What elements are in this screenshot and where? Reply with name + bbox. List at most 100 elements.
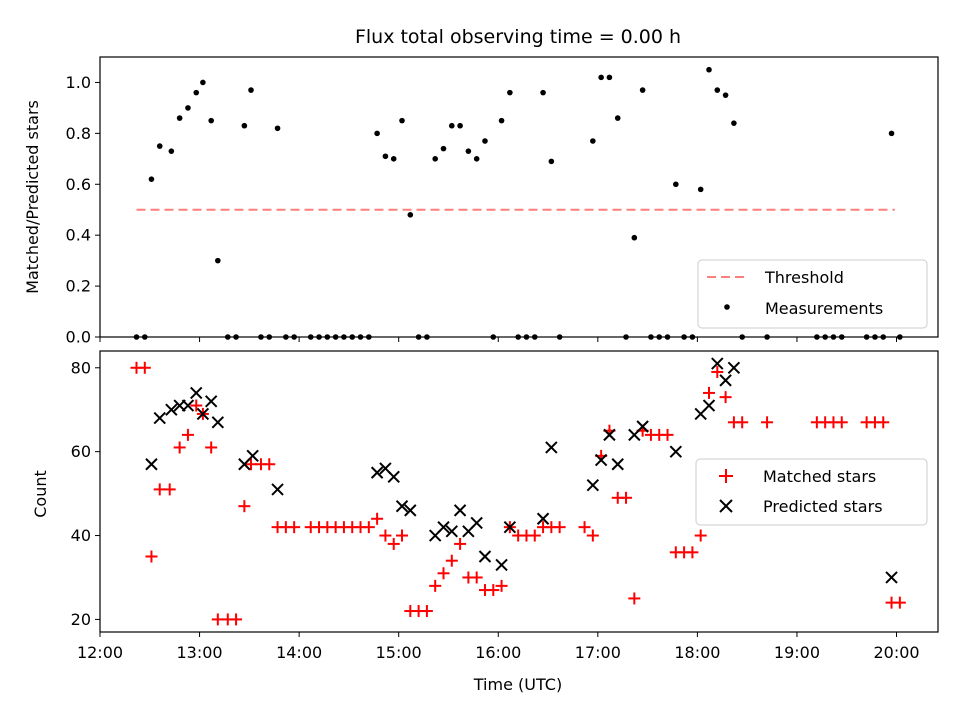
measurement-point	[473, 156, 480, 162]
predicted-star-point	[603, 428, 616, 442]
matched-star-point	[835, 416, 848, 429]
bottom-x-tick-label: 12:00	[77, 643, 123, 662]
predicted-star-point	[470, 516, 483, 530]
top-x-ticks	[99, 337, 898, 342]
matched-star-point	[578, 521, 591, 534]
bottom-y-tick-label: 80	[71, 358, 91, 377]
matched-star-point	[387, 537, 400, 550]
matched-star-point	[145, 550, 158, 563]
predicted-star-point	[545, 441, 558, 454]
measurement-point	[606, 74, 613, 81]
matched-star-point	[620, 491, 633, 504]
measurement-point	[215, 257, 221, 264]
bottom-y-tick-label: 60	[71, 442, 91, 461]
bottom-x-tick-label: 20:00	[873, 643, 919, 662]
measurement-point	[673, 181, 679, 188]
predicted-star-point	[536, 512, 550, 525]
matched-star-point	[371, 512, 384, 525]
predicted-star-point	[395, 499, 409, 513]
predicted-star-point	[445, 525, 459, 538]
bottom-legend: Matched stars Predicted stars	[695, 458, 928, 526]
predicted-star-point	[271, 483, 284, 496]
legend-matched-label: Matched stars	[763, 467, 876, 486]
measurement-point	[382, 153, 389, 160]
top-y-tick-label: 0.6	[66, 175, 91, 194]
measurement-point	[148, 176, 155, 182]
predicted-star-point	[153, 411, 166, 425]
measurement-point	[208, 117, 214, 124]
matched-star-point	[686, 546, 699, 559]
matched-star-point	[487, 584, 500, 597]
matched-star-point	[437, 567, 450, 580]
matched-star-point	[190, 399, 203, 412]
predicted-star-point	[145, 458, 158, 471]
matched-star-point	[429, 579, 442, 592]
predicted-star-point	[181, 399, 195, 412]
predicted-star-point	[702, 399, 716, 412]
bottom-x-tick-label: 18:00	[674, 643, 720, 662]
matched-star-point	[553, 521, 566, 534]
legend-matched-swatch	[719, 469, 733, 483]
measurement-point	[193, 89, 200, 96]
bottom-y-tick-label: 20	[71, 610, 91, 629]
matched-star-point	[694, 529, 707, 542]
top-y-axis-label: Matched/Predicted stars	[23, 100, 42, 294]
matched-star-point	[893, 596, 906, 609]
matched-star-point	[703, 386, 716, 399]
chart-title: Flux total observing time = 0.00 h	[355, 26, 681, 48]
bottom-x-tick-label: 15:00	[376, 643, 422, 662]
predicted-star-point	[404, 504, 417, 517]
matched-star-point	[761, 416, 774, 429]
matched-star-point	[736, 416, 749, 429]
legend-measurements-swatch	[724, 304, 730, 310]
predicted-star-point	[503, 520, 517, 534]
measurement-point	[465, 148, 472, 154]
matched-star-point	[181, 428, 194, 441]
measurement-point	[407, 212, 414, 218]
measurement-point	[540, 89, 546, 96]
top-y-tick-label: 0.8	[66, 124, 91, 143]
bottom-x-tick-label: 14:00	[276, 643, 322, 662]
measurement-point	[176, 115, 183, 121]
measurement-point	[448, 122, 455, 129]
matched-star-point	[586, 529, 599, 542]
measurement-point	[498, 117, 505, 124]
matched-star-point	[163, 483, 176, 496]
measurement-point	[432, 156, 439, 162]
measurement-point	[507, 89, 513, 96]
top-y-tick-label: 0.2	[66, 277, 91, 296]
measurement-point	[706, 66, 712, 73]
matched-star-point	[379, 529, 392, 542]
predicted-star-point	[211, 416, 225, 429]
bottom-x-tick-label: 13:00	[177, 643, 223, 662]
bottom-x-ticks: 12:00 13:00 14:00 15:00 16:00 17:00 18:00 19:00…	[77, 632, 920, 662]
matched-star-point	[420, 605, 433, 618]
matched-star-point	[230, 613, 243, 626]
matched-star-point	[396, 529, 409, 542]
predicted-star-point	[370, 466, 384, 479]
top-axes-frame	[99, 56, 939, 338]
predicted-star-point	[165, 403, 178, 416]
matched-star-point	[454, 537, 467, 550]
measurement-point	[590, 138, 596, 144]
measurement-point	[168, 148, 175, 154]
predicted-star-point	[204, 395, 218, 408]
measurement-point	[248, 87, 254, 93]
measurement-point	[185, 105, 191, 111]
top-y-tick-label: 0.4	[66, 226, 91, 245]
bottom-x-axis-label: Time (UTC)	[473, 675, 562, 694]
matched-star-point	[711, 365, 724, 378]
bottom-y-axis-label: Count	[31, 470, 50, 518]
matched-star-point	[661, 428, 674, 441]
predicted-star-point	[196, 407, 210, 421]
predicted-star-point	[885, 571, 898, 584]
predicted-star-point	[586, 479, 600, 492]
top-y-tick-label: 0.0	[66, 328, 91, 347]
matched-star-point	[445, 554, 458, 567]
top-y-tick-label: 1.0	[66, 73, 91, 92]
predicted-star-point	[636, 420, 649, 433]
measurement-point	[399, 117, 405, 124]
bottom-plot-area	[130, 357, 906, 626]
predicted-star-point	[669, 445, 683, 458]
